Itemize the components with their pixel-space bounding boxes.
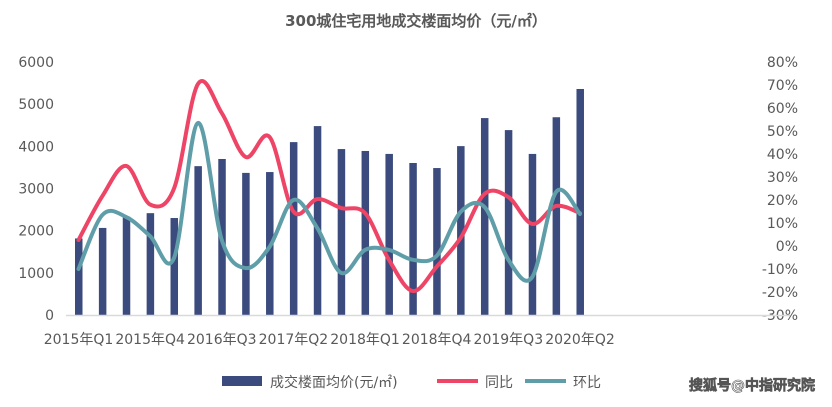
watermark: 搜狐号@中指研究院: [689, 377, 815, 394]
right-tick-label: 80%: [767, 55, 798, 71]
bar: [99, 228, 107, 315]
left-axis: 0 1000 2000 3000 4000 5000 6000: [18, 55, 54, 324]
bar: [553, 117, 561, 315]
x-tick-label: 2015年Q4: [115, 332, 185, 348]
bar: [433, 168, 441, 315]
right-tick-label: 60%: [767, 101, 798, 117]
right-tick-label: 30%: [767, 170, 798, 186]
chart-title: 300城住宅用地成交楼面均价（元/㎡）: [285, 12, 547, 30]
x-tick-label: 2015年Q1: [44, 332, 114, 348]
bar: [576, 89, 584, 315]
left-tick-label: 5000: [18, 97, 54, 113]
right-tick-label: 0%: [776, 239, 798, 255]
right-tick-label: 10%: [767, 216, 798, 232]
left-tick-label: 2000: [18, 224, 54, 240]
legend-label-qoq: 环比: [573, 375, 601, 391]
bar: [171, 218, 179, 315]
x-tick-label: 2020年Q2: [545, 332, 615, 348]
right-axis: -30%-20%-10%0%10%20%30%40%50%60%70%80%: [762, 55, 798, 324]
x-tick-label: 2016年Q3: [187, 332, 257, 348]
right-tick-label: 50%: [767, 124, 798, 140]
bar: [338, 149, 346, 315]
left-tick-label: 0: [45, 308, 54, 324]
bar: [147, 213, 155, 315]
legend-swatch-bar: [222, 376, 262, 386]
left-tick-label: 3000: [18, 182, 54, 198]
bar: [529, 154, 537, 315]
bar: [123, 217, 131, 315]
legend-label-bar: 成交楼面均价(元/㎡): [270, 374, 398, 391]
bar: [75, 238, 83, 315]
left-tick-label: 6000: [18, 55, 54, 71]
left-tick-label: 1000: [18, 266, 54, 282]
legend: 成交楼面均价(元/㎡) 同比 环比: [222, 374, 601, 391]
left-tick-label: 4000: [18, 139, 54, 155]
legend-label-yoy: 同比: [485, 375, 513, 391]
bar: [385, 154, 393, 315]
right-tick-label: 20%: [767, 193, 798, 209]
bar: [505, 130, 512, 315]
bar: [362, 151, 370, 315]
x-tick-label: 2018年Q4: [402, 332, 472, 348]
right-tick-label: -10%: [762, 262, 798, 278]
x-tick-label: 2018年Q1: [330, 332, 400, 348]
right-tick-label: -20%: [762, 285, 798, 301]
right-tick-label: 70%: [767, 78, 798, 94]
bar: [290, 142, 298, 315]
x-tick-label: 2017年Q2: [259, 332, 329, 348]
x-tick-label: 2019年Q3: [474, 332, 544, 348]
bar: [194, 166, 202, 315]
bar: [242, 173, 250, 315]
bar: [481, 118, 489, 315]
right-tick-label: 40%: [767, 147, 798, 163]
